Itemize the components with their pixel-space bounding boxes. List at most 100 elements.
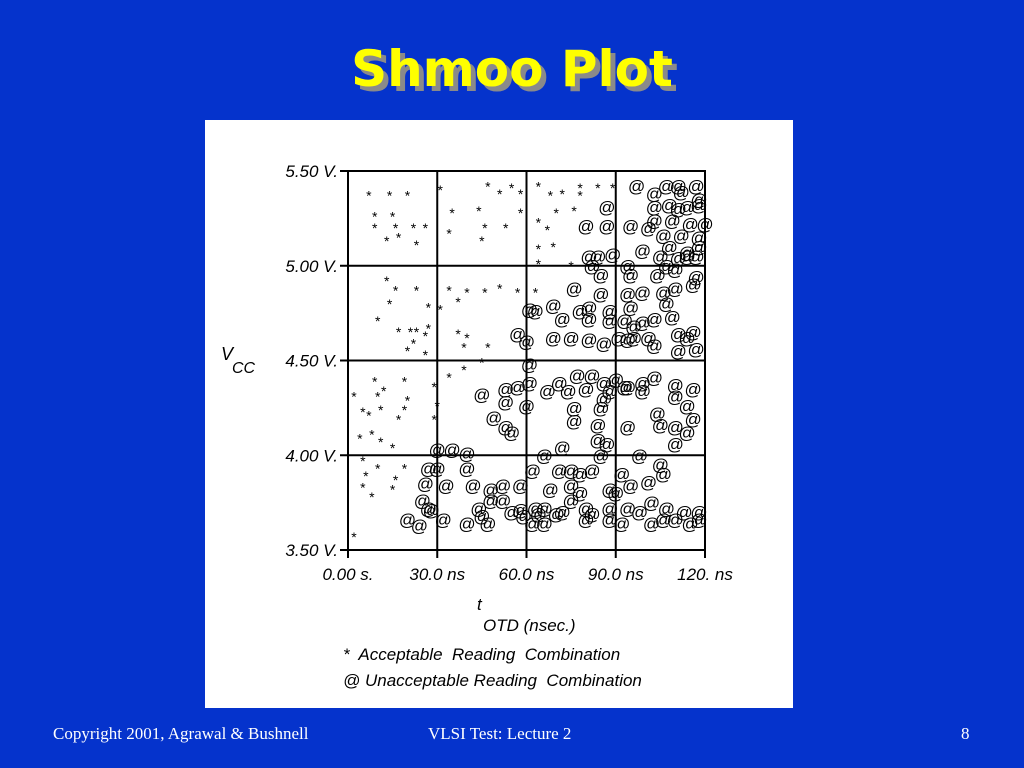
acceptable-point: * (437, 301, 443, 317)
acceptable-point: * (455, 294, 461, 310)
unacceptable-point: @ (634, 382, 651, 401)
acceptable-point: * (533, 284, 539, 300)
unacceptable-point: @ (652, 456, 669, 475)
acceptable-point: * (461, 339, 467, 355)
unacceptable-point: @ (539, 382, 556, 401)
x-axis-label-subscript: OTD (nsec.) (483, 616, 576, 635)
unacceptable-point: @ (545, 329, 562, 348)
unacceptable-point: @ (625, 329, 642, 348)
unacceptable-point: @ (548, 505, 565, 524)
unacceptable-point: @ (518, 397, 535, 416)
unacceptable-point: @ (580, 247, 597, 266)
acceptable-point: * (423, 220, 429, 236)
acceptable-point: * (482, 220, 488, 236)
unacceptable-point: @ (643, 494, 660, 513)
unacceptable-point: @ (661, 196, 678, 215)
acceptable-point: * (509, 180, 515, 196)
acceptable-point: * (446, 282, 452, 298)
acceptable-point: * (449, 205, 455, 221)
unacceptable-point: @ (503, 503, 520, 522)
unacceptable-point: @ (601, 302, 618, 321)
acceptable-point: * (396, 229, 402, 245)
unacceptable-point: @ (667, 388, 684, 407)
chart-labels: V CC t OTD (nsec.) * Acceptable Reading … (221, 344, 642, 690)
unacceptable-point: @ (589, 416, 606, 435)
unacceptable-point: @ (616, 312, 633, 331)
unacceptable-point: @ (497, 418, 514, 437)
unacceptable-point: @ (667, 418, 684, 437)
unacceptable-point: @ (640, 473, 657, 492)
unacceptable-point: @ (667, 435, 684, 454)
acceptable-point: * (595, 180, 601, 196)
acceptable-point: * (405, 392, 411, 408)
acceptable-point: * (372, 220, 378, 236)
unacceptable-point: @ (521, 300, 538, 319)
unacceptable-point: @ (619, 378, 636, 397)
unacceptable-point: @ (562, 492, 579, 511)
unacceptable-point: @ (536, 446, 553, 465)
unacceptable-point: @ (640, 329, 657, 348)
acceptable-point: * (577, 188, 583, 204)
unacceptable-point: @ (438, 477, 455, 496)
unacceptable-point: @ (658, 499, 675, 518)
acceptable-point: * (393, 282, 399, 298)
acceptable-point: * (515, 284, 521, 300)
acceptable-point: * (464, 284, 470, 300)
unacceptable-point: @ (658, 177, 675, 196)
unacceptable-point: @ (616, 378, 633, 397)
unacceptable-point: @ (601, 312, 618, 331)
acceptable-point: * (408, 324, 414, 340)
unacceptable-point: @ (598, 435, 615, 454)
acceptable-point: * (423, 328, 429, 344)
unacceptable-point: @ (595, 389, 612, 408)
unacceptable-point: @ (604, 245, 621, 264)
unacceptable-point: @ (670, 177, 687, 196)
unacceptable-point: @ (565, 399, 582, 418)
unacceptable-point: @ (562, 477, 579, 496)
y-tick-label: 3.50 V. (285, 541, 338, 560)
acceptable-point: * (360, 480, 366, 496)
unacceptable-point: @ (667, 261, 684, 280)
unacceptable-point: @ (583, 461, 600, 480)
unacceptable-point: @ (497, 380, 514, 399)
unacceptable-point: @ (649, 405, 666, 424)
unacceptable-point: @ (690, 238, 707, 257)
unacceptable-point: @ (598, 217, 615, 236)
acceptable-point: * (396, 411, 402, 427)
unacceptable-point: @ (619, 257, 636, 276)
acceptable-point: * (518, 186, 524, 202)
acceptable-point: * (357, 430, 363, 446)
acceptable-point: * (461, 362, 467, 378)
acceptable-point: * (476, 203, 482, 219)
footer-lecture-title: VLSI Test: Lecture 2 (428, 724, 572, 743)
unacceptable-point: @ (595, 374, 612, 393)
unacceptable-point: @ (485, 408, 502, 427)
unacceptable-point: @ (622, 298, 639, 317)
acceptable-point: * (536, 256, 542, 272)
acceptable-point: * (393, 220, 399, 236)
shmoo-chart-panel: 0.00 s. 30.0 ns 60.0 ns 90.0 ns 120. ns 3.50 … (205, 120, 793, 708)
unacceptable-point: @ (684, 410, 701, 429)
unacceptable-point: @ (679, 243, 696, 262)
acceptable-point: * (387, 296, 393, 312)
unacceptable-point: @ (592, 285, 609, 304)
unacceptable-point: @ (655, 511, 672, 530)
unacceptable-point: @ (589, 431, 606, 450)
unacceptable-point: @ (494, 477, 511, 496)
unacceptable-point: @ (670, 325, 687, 344)
chart-points: * * * * * * * * * ** * * * ** * * * * * ** * * * * * * * ** * * * * ** **… (351, 177, 713, 545)
x-tick-label: 120. ns (677, 565, 733, 584)
acceptable-point: * (390, 481, 396, 497)
acceptable-point: * (372, 373, 378, 389)
shmoo-chart: 0.00 s. 30.0 ns 60.0 ns 90.0 ns 120. ns 3.50 … (221, 162, 733, 690)
unacceptable-point: @ (679, 329, 696, 348)
unacceptable-point: @ (583, 505, 600, 524)
unacceptable-point: @ (667, 511, 684, 530)
unacceptable-point: @ (571, 465, 588, 484)
unacceptable-point: @ (631, 503, 648, 522)
acceptable-point: * (518, 205, 524, 221)
unacceptable-point: @ (429, 441, 446, 460)
unacceptable-point: @ (673, 226, 690, 245)
unacceptable-point: @ (429, 460, 446, 479)
unacceptable-point: @ (473, 386, 490, 405)
